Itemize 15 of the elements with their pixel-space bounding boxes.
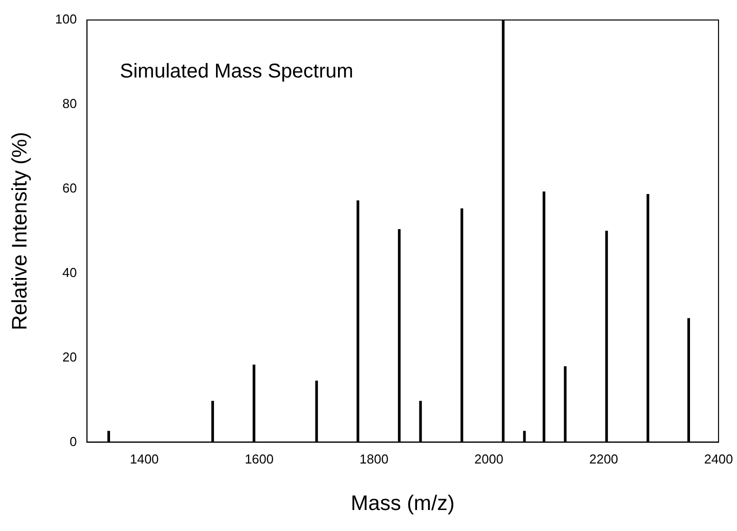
- x-axis-title: Mass (m/z): [350, 492, 455, 516]
- y-tick-label: 60: [62, 180, 77, 196]
- y-tick-label: 80: [62, 96, 77, 112]
- x-tick-label: 2000: [474, 452, 504, 467]
- x-tick-label: 2400: [704, 452, 733, 467]
- x-tick-label: 2200: [589, 452, 618, 467]
- y-tick-label: 20: [62, 349, 77, 364]
- annotation: Simulated Mass Spectrum: [120, 60, 354, 83]
- y-axis-title: Relative Intensity (%): [8, 132, 32, 330]
- x-tick-label: 1400: [130, 452, 159, 467]
- y-tick-label: 100: [55, 12, 77, 27]
- x-tick-label: 1600: [244, 452, 274, 467]
- y-tick-label: 0: [70, 434, 77, 449]
- y-tick-label: 40: [62, 264, 77, 280]
- x-tick-label: 1800: [360, 452, 388, 467]
